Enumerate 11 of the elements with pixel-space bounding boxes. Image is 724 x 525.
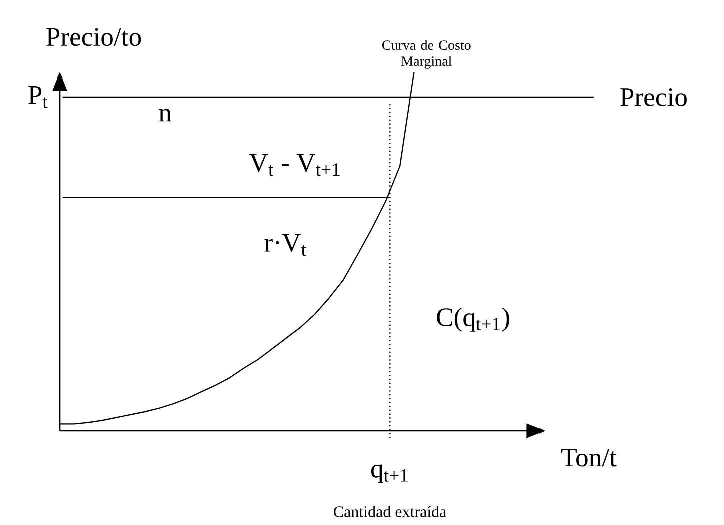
text: Cantidad extraída (334, 506, 446, 518)
annotation: r·V$_{t}$ (264, 234, 306, 256)
series-label: Curva de Costo Marginal (382, 40, 471, 69)
ref-line-label: Precio (620, 88, 687, 106)
annotation: n (159, 109, 172, 122)
text: P$_{t}$ (28, 86, 48, 108)
text: Ton/t (562, 448, 617, 467)
text: C(q$_{t+1}$) (437, 308, 510, 332)
text: q$_{t+1}$ (371, 464, 408, 484)
y-axis-title: Precio/to (46, 28, 142, 46)
annotation: V$_{t}$ - V$_{t+1}$ (250, 154, 340, 176)
